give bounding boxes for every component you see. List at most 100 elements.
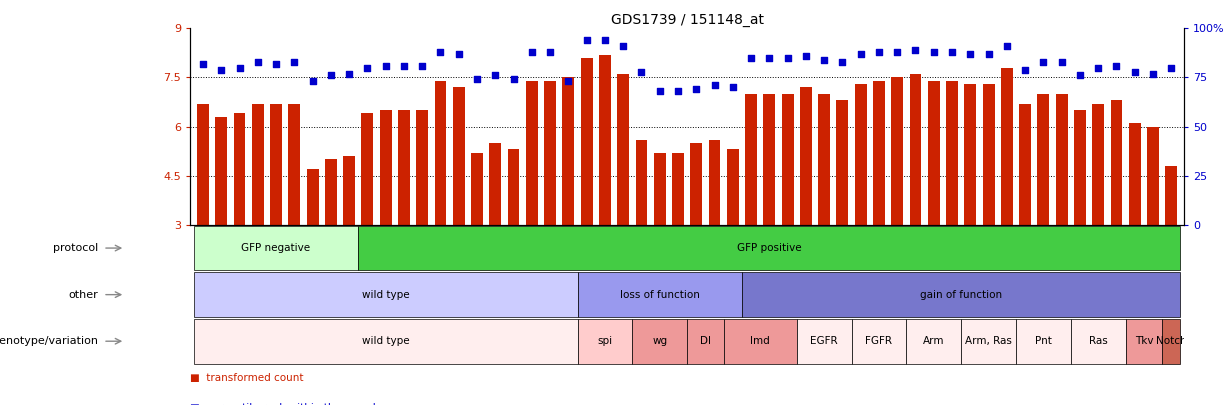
Bar (398, 110, 410, 225)
Point (669, 88, 688, 94)
Text: FGFR: FGFR (865, 336, 892, 346)
Bar (1092, 104, 1104, 225)
Bar (907, 319, 961, 364)
Text: spi: spi (598, 336, 612, 346)
Bar (490, 143, 501, 225)
Point (887, 49, 907, 55)
Bar (726, 149, 739, 225)
Bar (964, 84, 977, 225)
Point (321, 72, 341, 79)
Text: Ras: Ras (1088, 336, 1108, 346)
Point (998, 43, 1017, 49)
Bar (1129, 123, 1141, 225)
Point (614, 43, 633, 49)
Point (1052, 58, 1071, 65)
Bar (672, 153, 683, 225)
Bar (1038, 94, 1049, 225)
Text: GFP negative: GFP negative (242, 243, 310, 253)
Point (211, 66, 231, 73)
Point (741, 55, 761, 61)
Bar (578, 272, 742, 317)
Bar (270, 104, 282, 225)
Point (796, 53, 816, 59)
Point (431, 49, 450, 55)
Point (521, 49, 541, 55)
Text: wild type: wild type (362, 336, 410, 346)
Bar (1074, 110, 1086, 225)
Bar (194, 226, 358, 271)
Bar (471, 153, 483, 225)
Point (1144, 70, 1163, 77)
Point (686, 86, 706, 92)
Bar (724, 319, 796, 364)
Bar (687, 319, 724, 364)
Point (1015, 66, 1034, 73)
Bar (215, 117, 227, 225)
Point (850, 51, 870, 57)
Point (248, 58, 267, 65)
Point (1162, 64, 1182, 71)
Bar (252, 104, 264, 225)
Bar (344, 156, 355, 225)
Bar (194, 272, 578, 317)
Bar (855, 84, 866, 225)
Text: other: other (69, 290, 98, 300)
Bar (946, 81, 958, 225)
Text: Pnt: Pnt (1034, 336, 1052, 346)
Point (1033, 58, 1053, 65)
Text: loss of function: loss of function (620, 290, 699, 300)
Point (924, 49, 944, 55)
Bar (928, 81, 940, 225)
Bar (636, 140, 648, 225)
Point (467, 76, 487, 83)
Text: Arm: Arm (923, 336, 945, 346)
Point (760, 55, 779, 61)
Bar (1147, 126, 1160, 225)
Point (285, 58, 304, 65)
Bar (909, 74, 921, 225)
Bar (708, 140, 720, 225)
Bar (453, 87, 465, 225)
Point (1107, 62, 1126, 69)
Point (979, 51, 999, 57)
Text: genotype/variation: genotype/variation (0, 336, 98, 346)
Bar (654, 153, 666, 225)
Bar (691, 143, 702, 225)
Text: wild type: wild type (362, 290, 410, 300)
Bar (544, 81, 556, 225)
Point (869, 49, 888, 55)
Bar (526, 81, 537, 225)
Bar (1016, 319, 1071, 364)
Bar (742, 272, 1180, 317)
Point (486, 72, 506, 79)
Bar (983, 84, 995, 225)
Bar (617, 74, 629, 225)
Bar (416, 110, 428, 225)
Bar (1020, 104, 1031, 225)
Point (577, 37, 596, 43)
Bar (1071, 319, 1125, 364)
Point (632, 68, 652, 75)
Text: ■  percentile rank within the sample: ■ percentile rank within the sample (190, 403, 383, 405)
Bar (1166, 166, 1177, 225)
Bar (1125, 319, 1162, 364)
Bar (307, 169, 319, 225)
Bar (891, 77, 903, 225)
Text: GFP positive: GFP positive (737, 243, 801, 253)
Bar (1055, 94, 1067, 225)
Bar (796, 319, 852, 364)
Point (1070, 72, 1090, 79)
Point (394, 62, 413, 69)
Point (504, 76, 524, 83)
Bar (325, 159, 336, 225)
Bar (837, 100, 848, 225)
Point (778, 55, 798, 61)
Bar (745, 94, 757, 225)
Point (650, 88, 670, 94)
Bar (763, 94, 775, 225)
Point (815, 57, 834, 63)
Point (833, 58, 853, 65)
Point (266, 60, 286, 67)
Bar (578, 319, 632, 364)
Text: Notch: Notch (1156, 336, 1187, 346)
